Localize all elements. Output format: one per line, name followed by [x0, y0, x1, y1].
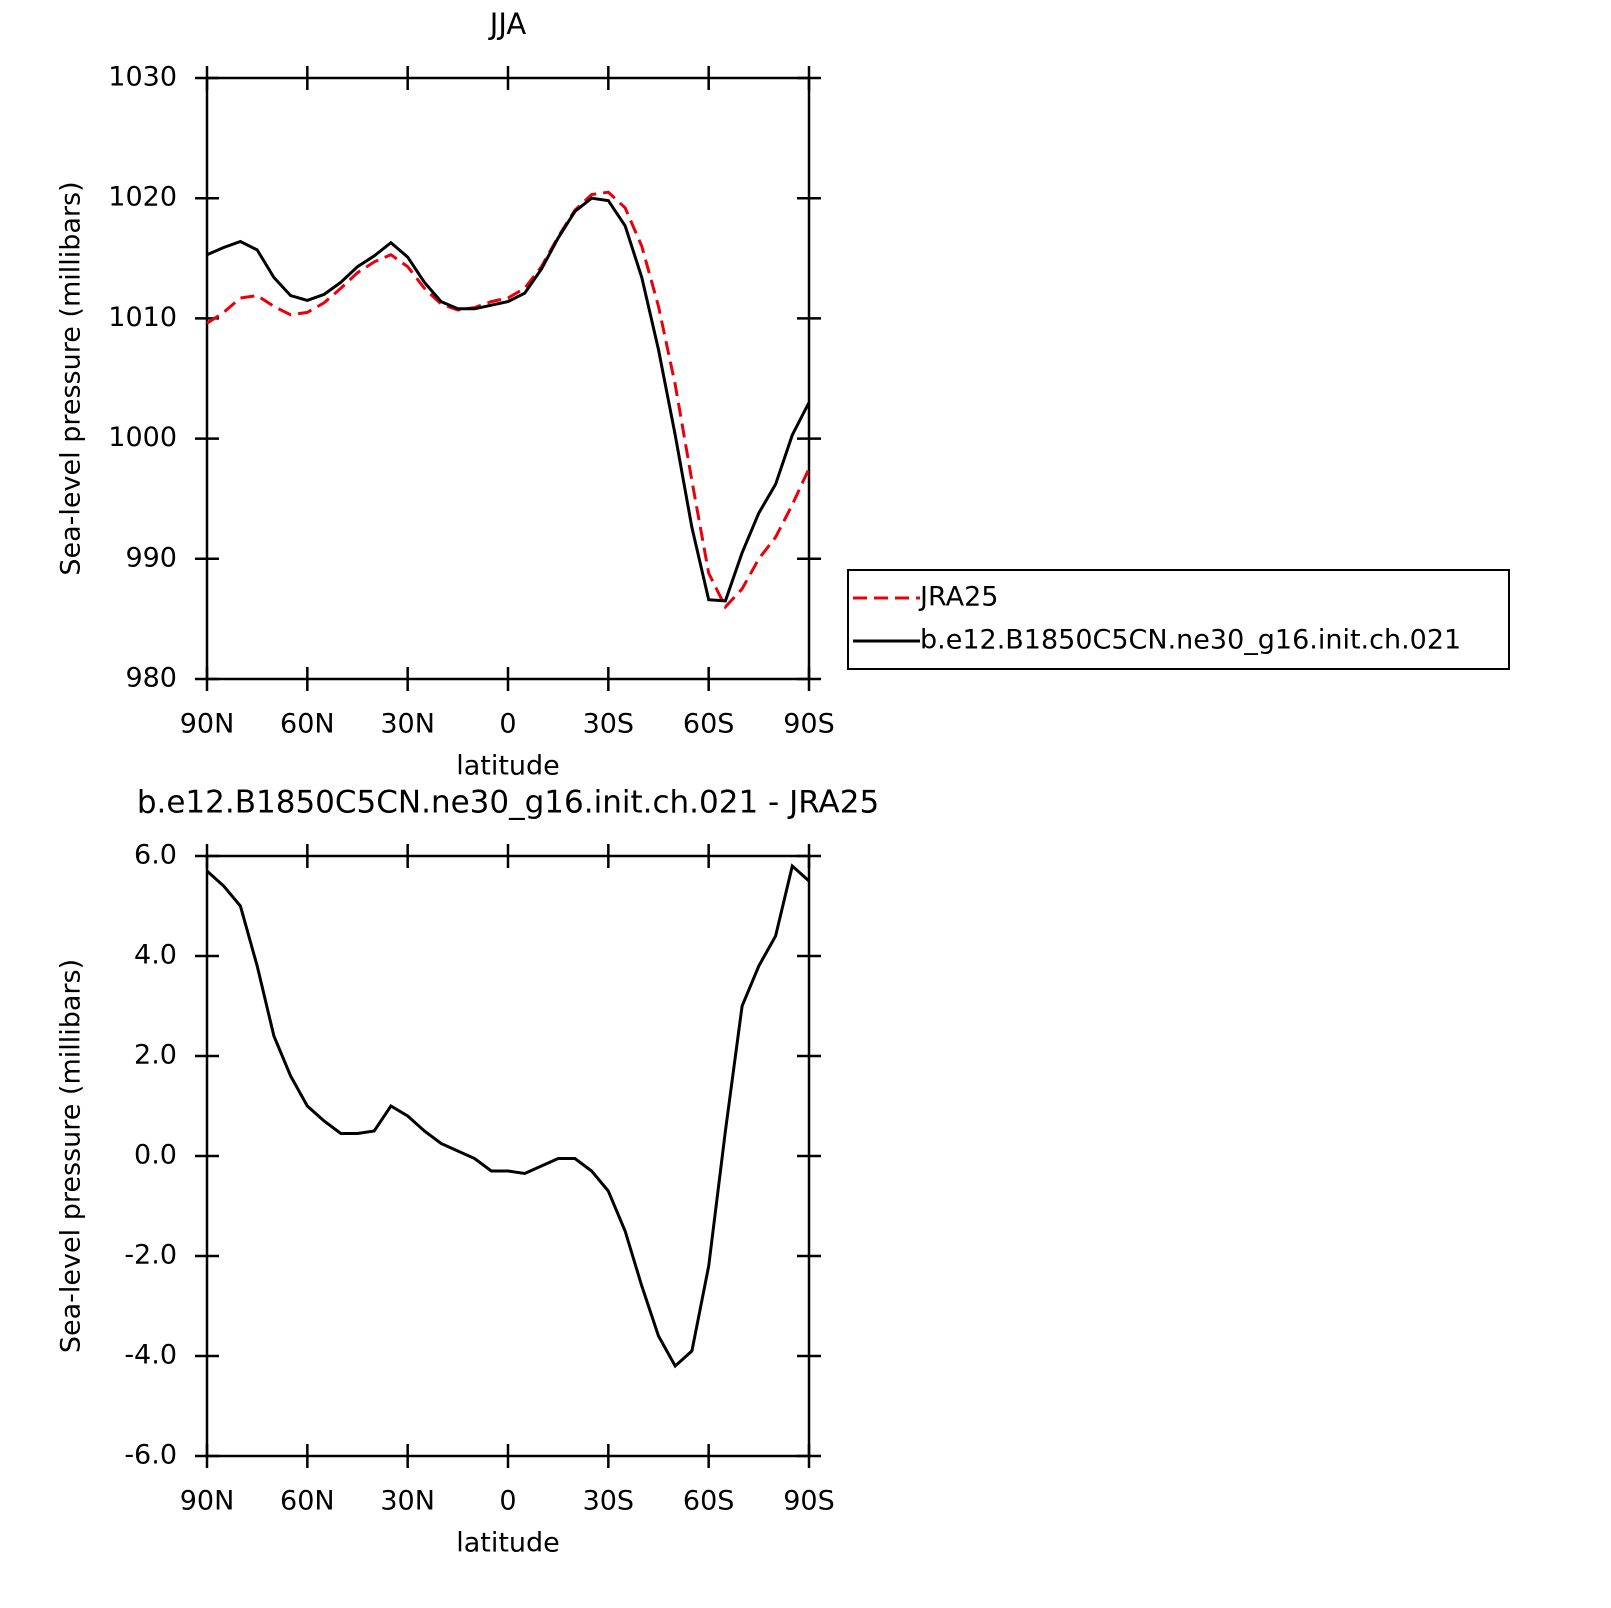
legend-label: JRA25: [918, 582, 998, 613]
data-line: [206, 190, 811, 610]
y-tick-label: 4.0: [134, 940, 177, 971]
x-tick-label: 60S: [683, 1486, 735, 1517]
plot-frame: [205, 854, 811, 1458]
x-tick-label: 30S: [583, 709, 635, 740]
legend-box: [847, 569, 1510, 670]
y-tick-label: -2.0: [124, 1240, 177, 1271]
y-tick-label: 0.0: [134, 1140, 177, 1171]
y-tick-label: 1000: [108, 422, 177, 453]
y-tick-label: -6.0: [124, 1440, 177, 1471]
x-tick-label: 30S: [583, 1486, 635, 1517]
x-axis-label: latitude: [456, 751, 560, 782]
x-tick-label: 0: [499, 709, 516, 740]
y-tick-label: 1030: [108, 62, 177, 93]
y-tick-label: 980: [125, 663, 177, 694]
y-tick-label: 1020: [108, 182, 177, 213]
x-tick-label: 60S: [683, 709, 735, 740]
x-tick-label: 90N: [180, 1486, 235, 1517]
plot-frame: [205, 76, 811, 681]
y-tick-label: 1010: [108, 302, 177, 333]
y-axis-label: Sea-level pressure (millibars): [56, 959, 87, 1353]
y-tick-label: -4.0: [124, 1340, 177, 1371]
x-tick-label: 90S: [783, 709, 835, 740]
data-line: [205, 863, 811, 1369]
x-tick-label: 90S: [783, 1486, 835, 1517]
x-tick-label: 90N: [180, 709, 235, 740]
x-tick-label: 30N: [380, 709, 435, 740]
y-tick-label: 2.0: [134, 1040, 177, 1071]
y-tick-label: 990: [125, 542, 177, 573]
x-tick-label: 0: [499, 1486, 516, 1517]
y-tick-label: 6.0: [134, 840, 177, 871]
x-tick-label: 60N: [280, 1486, 335, 1517]
x-axis-label: latitude: [456, 1528, 560, 1559]
y-axis-label: Sea-level pressure (millibars): [56, 181, 87, 575]
data-line: [206, 196, 811, 603]
x-tick-label: 30N: [380, 1486, 435, 1517]
chart-title: b.e12.B1850C5CN.ne30_g16.init.ch.021 - J…: [137, 785, 879, 821]
x-tick-label: 60N: [280, 709, 335, 740]
legend-label: b.e12.B1850C5CN.ne30_g16.init.ch.021: [920, 625, 1461, 656]
chart-title: JJA: [488, 7, 527, 41]
